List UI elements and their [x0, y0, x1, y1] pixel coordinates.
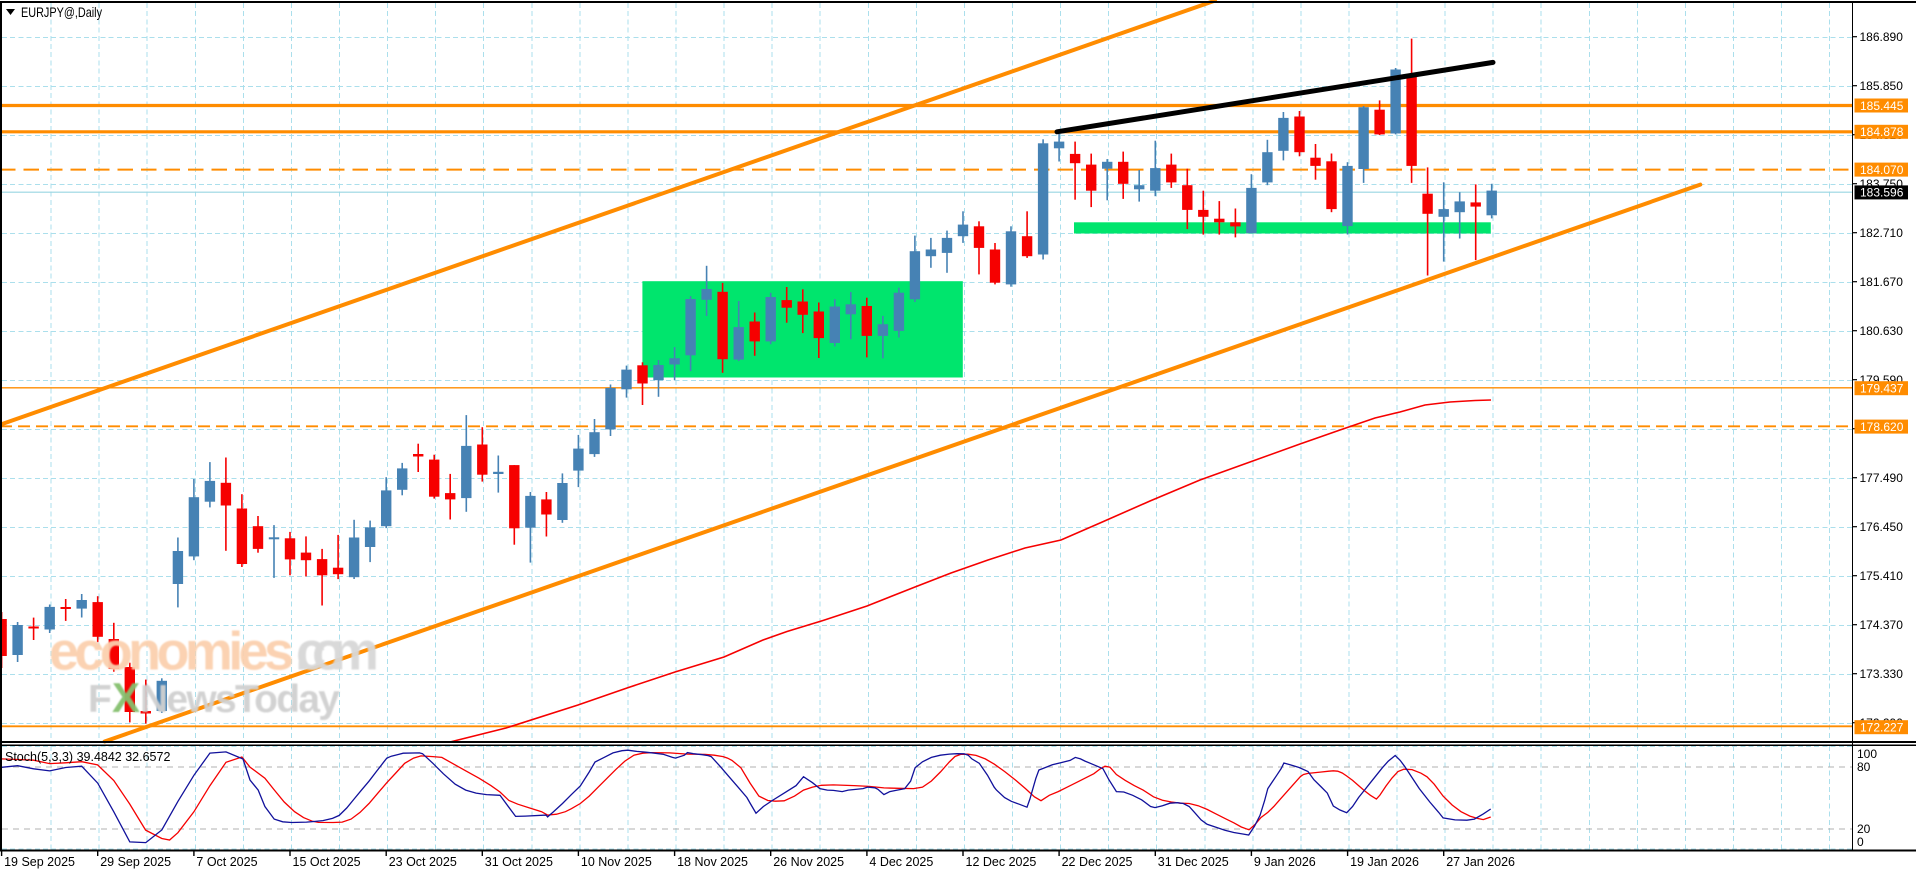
svg-text:19 Sep 2025: 19 Sep 2025 [4, 855, 75, 869]
svg-text:184.878: 184.878 [1860, 125, 1904, 139]
svg-text:20: 20 [1857, 822, 1871, 836]
svg-text:X: X [112, 674, 140, 721]
svg-text:186.890: 186.890 [1860, 30, 1904, 44]
svg-text:176.450: 176.450 [1860, 520, 1904, 534]
svg-text:18 Nov 2025: 18 Nov 2025 [677, 855, 748, 869]
svg-text:180.630: 180.630 [1860, 324, 1904, 338]
svg-text:80: 80 [1857, 760, 1871, 774]
svg-text:F: F [88, 678, 112, 721]
svg-text:179.437: 179.437 [1860, 382, 1904, 396]
svg-text:Stoch(5,3,3) 39.4842 32.6572: Stoch(5,3,3) 39.4842 32.6572 [5, 750, 170, 764]
svg-text:NewsToday: NewsToday [140, 678, 340, 721]
svg-text:182.710: 182.710 [1860, 226, 1904, 240]
svg-text:183.596: 183.596 [1860, 186, 1904, 200]
svg-text:27 Jan 2026: 27 Jan 2026 [1446, 855, 1515, 869]
svg-text:15 Oct 2025: 15 Oct 2025 [293, 855, 361, 869]
svg-text:185.445: 185.445 [1860, 99, 1904, 113]
svg-text:EURJPY@,Daily: EURJPY@,Daily [21, 4, 102, 20]
svg-text:31 Oct 2025: 31 Oct 2025 [485, 855, 553, 869]
svg-text:economies: economies [49, 622, 294, 682]
svg-text:31 Dec 2025: 31 Dec 2025 [1158, 855, 1229, 869]
svg-text:22 Dec 2025: 22 Dec 2025 [1062, 855, 1133, 869]
svg-text:175.410: 175.410 [1860, 569, 1904, 583]
svg-text:181.670: 181.670 [1860, 275, 1904, 289]
svg-text:172.227: 172.227 [1860, 721, 1904, 735]
svg-text:12 Dec 2025: 12 Dec 2025 [966, 855, 1037, 869]
svg-text:26 Nov 2025: 26 Nov 2025 [773, 855, 844, 869]
svg-text:9 Jan 2026: 9 Jan 2026 [1254, 855, 1316, 869]
svg-text:178.620: 178.620 [1860, 420, 1904, 434]
svg-text:177.490: 177.490 [1860, 471, 1904, 485]
svg-text:.com: .com [295, 622, 379, 682]
svg-text:19 Jan 2026: 19 Jan 2026 [1350, 855, 1419, 869]
svg-text:23 Oct 2025: 23 Oct 2025 [389, 855, 457, 869]
svg-text:185.850: 185.850 [1860, 79, 1904, 93]
svg-text:0: 0 [1857, 835, 1864, 849]
svg-text:7 Oct 2025: 7 Oct 2025 [196, 855, 257, 869]
svg-text:184.070: 184.070 [1860, 163, 1904, 177]
svg-text:10 Nov 2025: 10 Nov 2025 [581, 855, 652, 869]
svg-text:100: 100 [1857, 747, 1877, 761]
svg-text:173.330: 173.330 [1860, 667, 1904, 681]
svg-text:4 Dec 2025: 4 Dec 2025 [869, 855, 933, 869]
svg-text:174.370: 174.370 [1860, 618, 1904, 632]
svg-text:29 Sep 2025: 29 Sep 2025 [100, 855, 171, 869]
